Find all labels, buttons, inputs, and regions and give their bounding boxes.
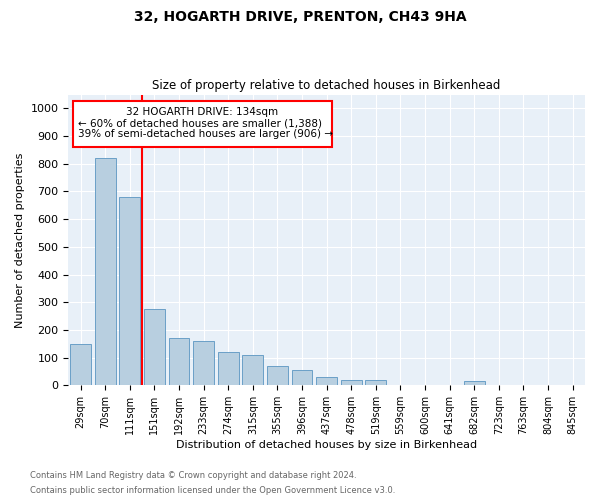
Bar	[95, 158, 116, 386]
FancyBboxPatch shape	[73, 102, 332, 147]
Bar	[292, 370, 313, 386]
Text: Contains HM Land Registry data © Crown copyright and database right 2024.: Contains HM Land Registry data © Crown c…	[30, 471, 356, 480]
Text: 32, HOGARTH DRIVE, PRENTON, CH43 9HA: 32, HOGARTH DRIVE, PRENTON, CH43 9HA	[134, 10, 466, 24]
Bar	[365, 380, 386, 386]
X-axis label: Distribution of detached houses by size in Birkenhead: Distribution of detached houses by size …	[176, 440, 477, 450]
Bar	[169, 338, 190, 386]
Bar	[144, 309, 165, 386]
Bar	[267, 366, 288, 386]
Text: 32 HOGARTH DRIVE: 134sqm: 32 HOGARTH DRIVE: 134sqm	[127, 107, 278, 117]
Text: ← 60% of detached houses are smaller (1,388): ← 60% of detached houses are smaller (1,…	[78, 118, 322, 128]
Bar	[193, 341, 214, 386]
Y-axis label: Number of detached properties: Number of detached properties	[15, 152, 25, 328]
Title: Size of property relative to detached houses in Birkenhead: Size of property relative to detached ho…	[152, 79, 501, 92]
Text: Contains public sector information licensed under the Open Government Licence v3: Contains public sector information licen…	[30, 486, 395, 495]
Bar	[218, 352, 239, 386]
Bar	[242, 355, 263, 386]
Bar	[341, 380, 362, 386]
Text: 39% of semi-detached houses are larger (906) →: 39% of semi-detached houses are larger (…	[78, 129, 333, 139]
Bar	[119, 197, 140, 386]
Bar	[70, 344, 91, 386]
Bar	[316, 377, 337, 386]
Bar	[464, 381, 485, 386]
